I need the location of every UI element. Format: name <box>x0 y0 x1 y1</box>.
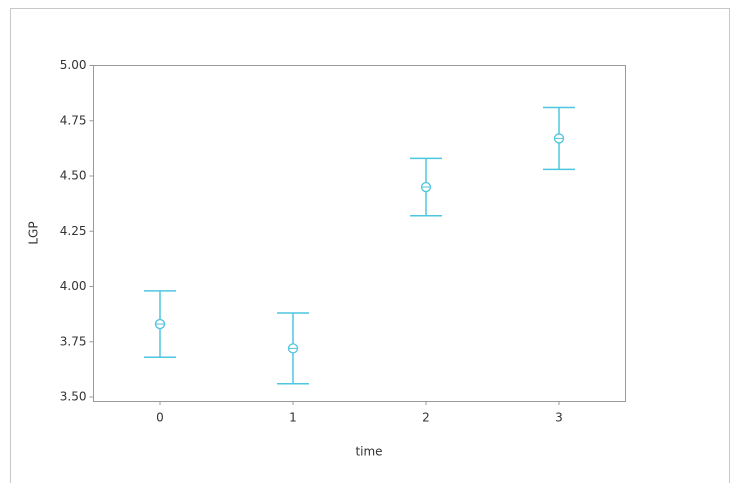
y-tick-label: 4.00 <box>60 279 87 293</box>
y-tick-label: 3.50 <box>60 390 87 404</box>
x-tick-label: 1 <box>289 411 297 425</box>
y-tick-label: 4.75 <box>60 113 87 127</box>
x-tick-label: 0 <box>156 411 164 425</box>
y-tick-label: 3.75 <box>60 334 87 348</box>
x-axis-label: time <box>355 445 382 459</box>
x-tick-label: 2 <box>422 411 430 425</box>
y-tick-label: 5.00 <box>60 58 87 72</box>
x-tick-label: 3 <box>555 411 563 425</box>
y-tick-label: 4.50 <box>60 169 87 183</box>
frame <box>10 8 730 483</box>
y-tick-label: 4.25 <box>60 224 87 238</box>
plot-area <box>93 65 626 402</box>
y-axis-label: LGP <box>27 221 41 244</box>
